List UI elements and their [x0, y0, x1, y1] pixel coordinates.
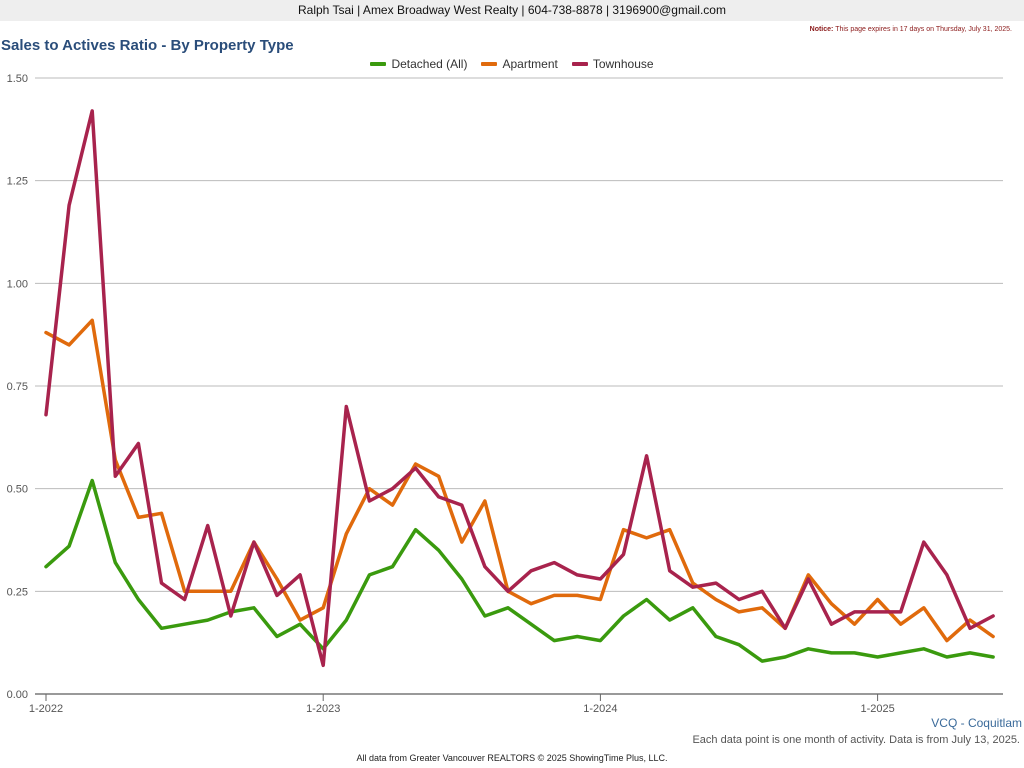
x-tick-label: 1-2024 — [583, 703, 617, 715]
legend-label-townhouse: Townhouse — [592, 57, 654, 71]
x-tick-label: 1-2023 — [306, 703, 340, 715]
data-footnote: Each data point is one month of activity… — [692, 734, 1020, 746]
y-tick-label: 1.00 — [7, 278, 28, 290]
y-tick-label: 0.75 — [7, 381, 28, 393]
notice-label: Notice: — [809, 26, 834, 33]
copyright-text: All data from Greater Vancouver REALTORS… — [356, 753, 668, 763]
series-line-townhouse — [44, 109, 995, 668]
legend-item-townhouse[interactable]: Townhouse — [571, 57, 654, 71]
legend-label-apartment: Apartment — [502, 57, 558, 71]
y-tick-label: 0.25 — [7, 586, 28, 598]
expiry-notice: Notice: This page expires in 17 days on … — [810, 26, 1012, 33]
legend-item-detached[interactable]: Detached (All) — [370, 57, 467, 71]
chart-legend: Detached (All) Apartment Townhouse — [0, 57, 1024, 71]
y-tick-label: 0.00 — [7, 689, 28, 701]
contact-header: Ralph Tsai | Amex Broadway West Realty |… — [0, 0, 1024, 21]
notice-text: This page expires in 17 days on Thursday… — [835, 26, 1012, 33]
y-tick-label: 1.50 — [7, 73, 28, 85]
legend-swatch-townhouse — [571, 62, 588, 66]
y-tick-label: 1.25 — [7, 176, 28, 188]
legend-label-detached: Detached (All) — [391, 57, 468, 71]
x-tick-label: 1-2025 — [860, 703, 894, 715]
legend-swatch-apartment — [481, 62, 498, 66]
series-line-apartment — [44, 318, 995, 643]
chart-title: Sales to Actives Ratio - By Property Typ… — [1, 37, 294, 54]
y-tick-label: 0.50 — [7, 484, 28, 496]
legend-item-apartment[interactable]: Apartment — [481, 57, 558, 71]
region-label: VCQ - Coquitlam — [931, 716, 1022, 730]
x-tick-label: 1-2022 — [29, 703, 63, 715]
series-line-detached-all — [44, 478, 995, 663]
legend-swatch-detached — [370, 62, 387, 66]
